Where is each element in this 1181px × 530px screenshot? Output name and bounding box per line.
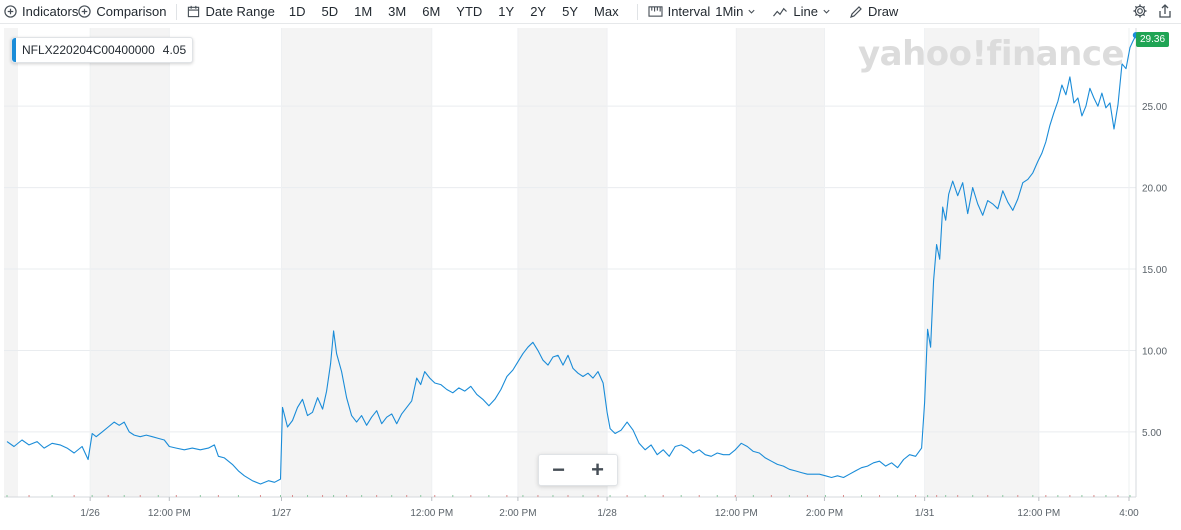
- draw-button[interactable]: Draw: [849, 4, 898, 19]
- session-band: [924, 28, 1039, 497]
- session-band: [90, 28, 170, 497]
- series-legend[interactable]: NFLX220204C00400000 4.05: [11, 37, 194, 63]
- chart-toolbar: Indicators Comparison Date Range 1D 5D 1…: [0, 0, 1181, 24]
- legend-value: 4.05: [162, 43, 187, 57]
- ruler-icon: [648, 6, 663, 17]
- interval-value: 1Min: [715, 4, 744, 19]
- x-tick-label: 1/26: [80, 508, 100, 519]
- interval-label: Interval: [667, 4, 711, 19]
- y-tick-label: 20.00: [1142, 184, 1167, 195]
- line-chart-icon: [773, 7, 788, 17]
- range-1y-button[interactable]: 1Y: [498, 4, 515, 19]
- series-line: [6, 34, 1137, 485]
- gear-icon[interactable]: [1132, 3, 1148, 19]
- x-tick-label: 1/28: [597, 508, 617, 519]
- x-tick-label: 2:00 PM: [806, 508, 843, 519]
- date-range-label: Date Range: [205, 4, 275, 19]
- x-tick-label: 12:00 PM: [715, 508, 758, 519]
- session-band: [4, 28, 19, 497]
- comparison-button[interactable]: Comparison: [78, 4, 166, 19]
- yahoo-finance-watermark: yahoo!finance: [858, 34, 1125, 74]
- chart-type-dropdown[interactable]: Line: [772, 4, 831, 19]
- range-1d-button[interactable]: 1D: [288, 4, 306, 19]
- x-tick-label: 1/31: [915, 508, 935, 519]
- session-bands: [4, 28, 1039, 497]
- comparison-label: Comparison: [96, 4, 167, 19]
- y-tick-label: 25.00: [1142, 102, 1167, 113]
- zoom-out-button[interactable]: −: [552, 457, 565, 482]
- range-5d-button[interactable]: 5D: [321, 4, 339, 19]
- legend-color-bar: [12, 38, 16, 62]
- y-tick-label: 10.00: [1142, 346, 1167, 357]
- session-band: [517, 28, 608, 497]
- draw-label: Draw: [867, 4, 899, 19]
- x-tick-label: 12:00 PM: [148, 508, 191, 519]
- toolbar-divider: [636, 3, 638, 20]
- chevron-down-icon: [823, 9, 830, 14]
- indicators-label: Indicators: [22, 4, 79, 19]
- range-ytd-button[interactable]: YTD: [456, 4, 483, 19]
- calendar-icon: [188, 5, 200, 18]
- range-selector: 1D 5D 1M 3M 6M YTD 1Y 2Y 5Y Max: [281, 4, 627, 19]
- plus-circle-icon: [78, 5, 92, 18]
- chevron-down-icon: [748, 9, 755, 14]
- indicators-button[interactable]: Indicators: [4, 4, 78, 19]
- zoom-in-button[interactable]: +: [591, 457, 604, 482]
- volume-ticks: [6, 495, 1131, 497]
- range-3m-button[interactable]: 3M: [388, 4, 407, 19]
- range-max-button[interactable]: Max: [594, 4, 619, 19]
- date-range-button[interactable]: Date Range: [187, 4, 275, 19]
- pencil-icon: [850, 5, 862, 18]
- range-2y-button[interactable]: 2Y: [530, 4, 547, 19]
- legend-symbol: NFLX220204C00400000: [22, 43, 155, 57]
- interval-dropdown[interactable]: Interval 1Min: [648, 4, 757, 19]
- last-price-badge: 29.36: [1136, 32, 1170, 47]
- toolbar-right-icons: [1132, 3, 1173, 19]
- x-tick-label: 12:00 PM: [1017, 508, 1060, 519]
- plus-circle-icon: [4, 5, 17, 18]
- toolbar-divider: [176, 3, 178, 20]
- line-label: Line: [793, 4, 818, 19]
- x-axis: 1/26 12:00 PM 1/27 12:00 PM 2:00 PM 1/28 12:00…: [80, 497, 1139, 519]
- y-tick-label: 5.00: [1142, 428, 1162, 439]
- zoom-controls: − +: [538, 454, 618, 486]
- session-band: [736, 28, 825, 497]
- y-axis: 5.00 10.00 15.00 20.00 25.00: [1142, 102, 1167, 439]
- x-tick-label: 4:00: [1119, 508, 1139, 519]
- x-tick-label: 1/27: [272, 508, 292, 519]
- chart-grid: [4, 28, 1137, 498]
- x-tick-label: 12:00 PM: [410, 508, 453, 519]
- session-band: [281, 28, 432, 497]
- x-tick-label: 2:00 PM: [499, 508, 536, 519]
- share-icon[interactable]: [1157, 3, 1173, 19]
- chart-area[interactable]: 5.00 10.00 15.00 20.00 25.00 1/26 12:00 PM 1/2…: [0, 26, 1181, 525]
- y-tick-label: 15.00: [1142, 265, 1167, 276]
- range-1m-button[interactable]: 1M: [354, 4, 373, 19]
- range-5y-button[interactable]: 5Y: [562, 4, 579, 19]
- range-6m-button[interactable]: 6M: [422, 4, 441, 19]
